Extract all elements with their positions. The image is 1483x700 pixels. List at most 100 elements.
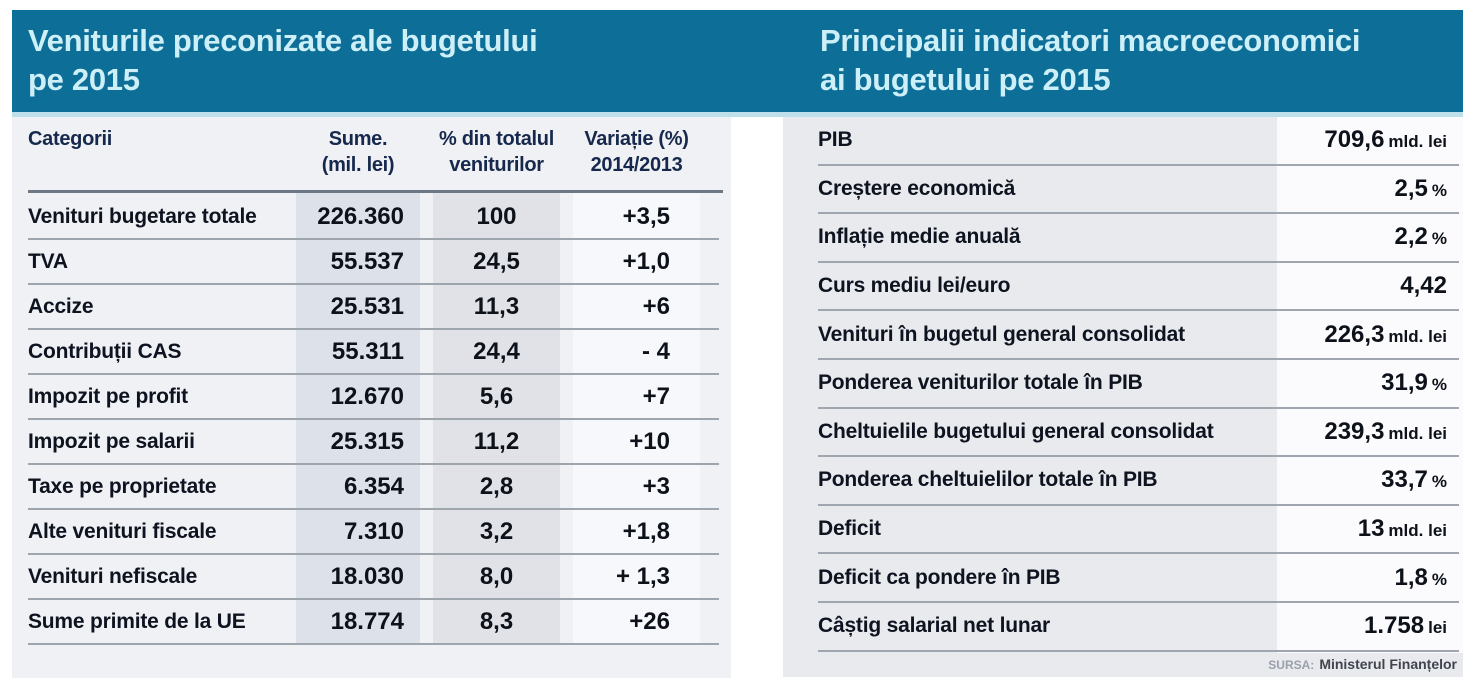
cell-amount: 7.310 <box>343 517 404 545</box>
indicator-value: 1,8% <box>1395 564 1460 592</box>
indicator-row: Ponderea cheltuielilor totale în PIB 33,… <box>818 457 1459 506</box>
cell-amount: 226.360 <box>317 202 404 230</box>
indicator-value: 31,9% <box>1381 369 1459 397</box>
value-unit: % <box>1431 472 1447 492</box>
table-row: Sume primite de la UE 18.774 8,3 +26 <box>28 600 719 645</box>
indicator-label: Inflație medie anuală <box>818 225 1021 249</box>
cell-variation: +1,8 <box>622 517 670 545</box>
value-unit: mld. lei <box>1388 326 1447 346</box>
indicator-label: Deficit <box>818 517 881 541</box>
indicator-value: 2,5% <box>1395 175 1460 203</box>
value-number: 226,3 <box>1324 320 1385 348</box>
cell-variation: - 4 <box>641 337 670 365</box>
cell-category: TVA <box>28 249 68 273</box>
cell-category: Sume primite de la UE <box>28 609 246 633</box>
right-title-line2: ai bugetului pe 2015 <box>820 62 1111 97</box>
indicators-panel: PIB 709,6 mld. lei Creștere economică 2,5… <box>783 117 1463 677</box>
column-header-share-line1: % din totalul <box>439 128 554 150</box>
table-row: Taxe pe proprietate 6.354 2,8 +3 <box>28 465 719 510</box>
column-header-share-line2: veniturilor <box>449 154 544 176</box>
value-number: 33,7 <box>1381 466 1428 494</box>
value-unit: mld. lei <box>1388 132 1447 152</box>
cell-category: Venituri bugetare totale <box>28 204 257 228</box>
cell-amount: 25.531 <box>330 292 404 320</box>
value-number: 31,9 <box>1381 369 1428 397</box>
cell-amount: 18.030 <box>330 562 404 590</box>
value-number: 13 <box>1357 515 1385 543</box>
cell-share: 2,8 <box>479 472 514 500</box>
column-header-variation: Variație (%) 2014/2013 <box>573 126 700 178</box>
value-number: 709,6 <box>1324 126 1385 154</box>
indicator-value: 2,2% <box>1395 223 1460 251</box>
indicator-row: Curs mediu lei/euro 4,42 <box>818 263 1459 312</box>
column-header-share: % din totalul veniturilor <box>433 126 560 178</box>
indicator-value: 33,7% <box>1381 466 1459 494</box>
indicator-value: 226,3 mld. lei <box>1324 321 1459 349</box>
left-panel-title: Veniturile preconizate ale bugetului pe … <box>28 21 538 99</box>
indicators-body: PIB 709,6 mld. lei Creștere economică 2,5… <box>818 117 1459 652</box>
indicator-row: Inflație medie anuală 2,2% <box>818 214 1459 263</box>
value-unit: % <box>1431 180 1447 200</box>
table-row: Alte venituri fiscale 7.310 3,2 +1,8 <box>28 510 719 555</box>
indicator-label: Creștere economică <box>818 176 1016 200</box>
table-row: Venituri nefiscale 18.030 8,0 + 1,3 <box>28 555 719 600</box>
value-unit: mld. lei <box>1388 423 1447 443</box>
value-number: 239,3 <box>1324 417 1385 445</box>
column-header-variation-line2: 2014/2013 <box>590 154 683 176</box>
indicator-label: Deficit ca pondere în PIB <box>818 565 1061 589</box>
indicator-row: Venituri în bugetul general consolidat 2… <box>818 311 1459 360</box>
cell-share: 8,3 <box>479 607 514 635</box>
indicator-label: Câștig salarial net lunar <box>818 614 1050 638</box>
table-body: Venituri bugetare totale 226.360 100 +3,… <box>28 195 719 645</box>
cell-amount: 25.315 <box>330 427 404 455</box>
table-row: Accize 25.531 11,3 +6 <box>28 285 719 330</box>
column-header-amount-line2: (mil. lei) <box>321 154 395 176</box>
cell-category: Impozit pe profit <box>28 384 188 408</box>
indicator-row: PIB 709,6 mld. lei <box>818 117 1459 166</box>
value-number: 2,2 <box>1394 223 1428 251</box>
indicator-value: 13 mld. lei <box>1358 515 1459 543</box>
indicator-label: Cheltuielile bugetului general consolida… <box>818 419 1214 443</box>
table-row: Contribuții CAS 55.311 24,4 - 4 <box>28 330 719 375</box>
indicator-row: Ponderea veniturilor totale în PIB 31,9% <box>818 360 1459 409</box>
column-header-variation-line1: Variație (%) <box>584 128 689 150</box>
indicator-row: Deficit 13 mld. lei <box>818 506 1459 555</box>
indicator-label: Curs mediu lei/euro <box>818 274 1011 298</box>
value-unit: mld. lei <box>1388 521 1447 541</box>
indicator-row: Cheltuielile bugetului general consolida… <box>818 409 1459 458</box>
source-name: Ministerul Finanțelor <box>1319 656 1457 672</box>
column-header-category: Categorii <box>28 128 112 150</box>
right-panel-title: Principalii indicatori macroeconomici ai… <box>820 21 1360 99</box>
cell-category: Contribuții CAS <box>28 339 182 363</box>
value-unit: % <box>1431 569 1447 589</box>
indicator-value: 4,42 <box>1400 272 1459 300</box>
cell-variation: +3 <box>642 472 670 500</box>
left-title-line1: Veniturile preconizate ale bugetului <box>28 23 538 58</box>
table-row: Venituri bugetare totale 226.360 100 +3,… <box>28 195 719 240</box>
cell-category: Alte venituri fiscale <box>28 519 217 543</box>
indicator-row: Deficit ca pondere în PIB 1,8% <box>818 554 1459 603</box>
column-header-amount-line1: Sume. <box>328 128 388 150</box>
cell-share: 24,5 <box>473 247 520 275</box>
cell-amount: 55.311 <box>331 337 404 365</box>
value-number: 1,8 <box>1394 563 1428 591</box>
value-unit: % <box>1431 229 1447 249</box>
cell-variation: + 1,3 <box>615 562 670 590</box>
cell-variation: +10 <box>629 427 670 455</box>
left-title-line2: pe 2015 <box>28 62 140 97</box>
cell-share: 100 <box>476 202 517 230</box>
cell-share: 3,2 <box>479 517 514 545</box>
source-attribution: SURSA: Ministerul Finanțelor <box>1268 656 1457 674</box>
revenues-table-panel: Categorii Sume. (mil. lei) % din totalul… <box>12 117 731 678</box>
source-prefix: SURSA: <box>1268 658 1315 672</box>
table-row: Impozit pe salarii 25.315 11,2 +10 <box>28 420 719 465</box>
column-header-amount: Sume. (mil. lei) <box>296 126 420 178</box>
value-number: 4,42 <box>1400 272 1447 300</box>
table-header-row: Categorii Sume. (mil. lei) % din totalul… <box>12 117 731 193</box>
cell-variation: +3,5 <box>622 202 670 230</box>
indicator-label: PIB <box>818 128 853 152</box>
indicator-label: Ponderea cheltuielilor totale în PIB <box>818 468 1158 492</box>
cell-category: Accize <box>28 294 94 318</box>
right-title-line1: Principalii indicatori macroeconomici <box>820 23 1361 58</box>
